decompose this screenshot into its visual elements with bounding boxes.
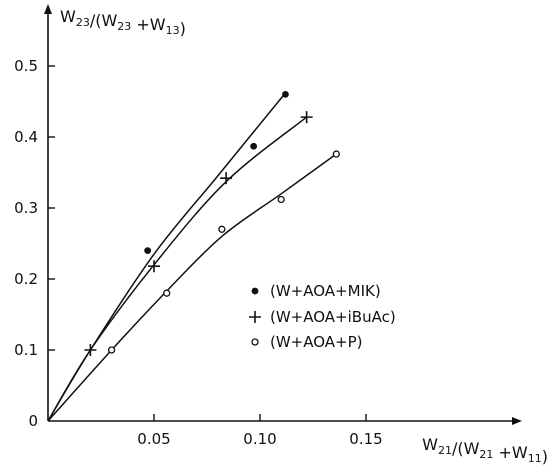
legend: (W+AOA+MIK) (W+AOA+iBuAc) (W+AOA+P) (249, 282, 396, 351)
data-point (107, 346, 116, 354)
y-tick-label: 0.1 (14, 341, 38, 359)
y-tick-label: 0.5 (14, 57, 38, 75)
x-tick-label: 0.10 (243, 430, 276, 448)
data-points (84, 91, 340, 356)
series-curve (47, 92, 286, 422)
y-tick-label: 0.2 (14, 270, 38, 288)
y-tick-label: 0 (28, 412, 38, 430)
data-point (148, 260, 160, 273)
x-axis-label: W21/(W21 +W11) (422, 435, 548, 466)
x-tick-label: 0.15 (349, 430, 382, 448)
data-point (144, 247, 152, 255)
data-point (332, 150, 340, 158)
axes: 0 0.1 0.2 0.3 0.4 0.5 0.05 0.10 0.15 W23/(W23 +W1… (14, 4, 548, 466)
y-axis-arrow (44, 4, 52, 14)
data-point (218, 225, 226, 233)
legend-marker (249, 311, 261, 323)
y-tick-label: 0.4 (14, 128, 38, 146)
x-axis-arrow (512, 417, 522, 425)
data-point (282, 91, 289, 98)
fit-curves (47, 92, 337, 422)
y-axis-label: W23/(W23 +W13) (60, 7, 186, 38)
legend-label: (W+AOA+P) (270, 333, 363, 351)
data-point (300, 111, 313, 124)
legend-label: (W+AOA+iBuAc) (270, 308, 396, 326)
series-curve (47, 116, 308, 422)
x-tick-label: 0.05 (137, 430, 170, 448)
y-tick-label: 0.3 (14, 199, 38, 217)
series-curve (47, 153, 337, 422)
data-point (163, 289, 171, 297)
data-point (250, 142, 258, 150)
data-point (84, 344, 97, 356)
legend-label: (W+AOA+MIK) (270, 282, 381, 300)
data-point (277, 195, 285, 204)
data-point (220, 172, 233, 185)
legend-marker (251, 338, 259, 346)
legend-marker (251, 287, 259, 295)
